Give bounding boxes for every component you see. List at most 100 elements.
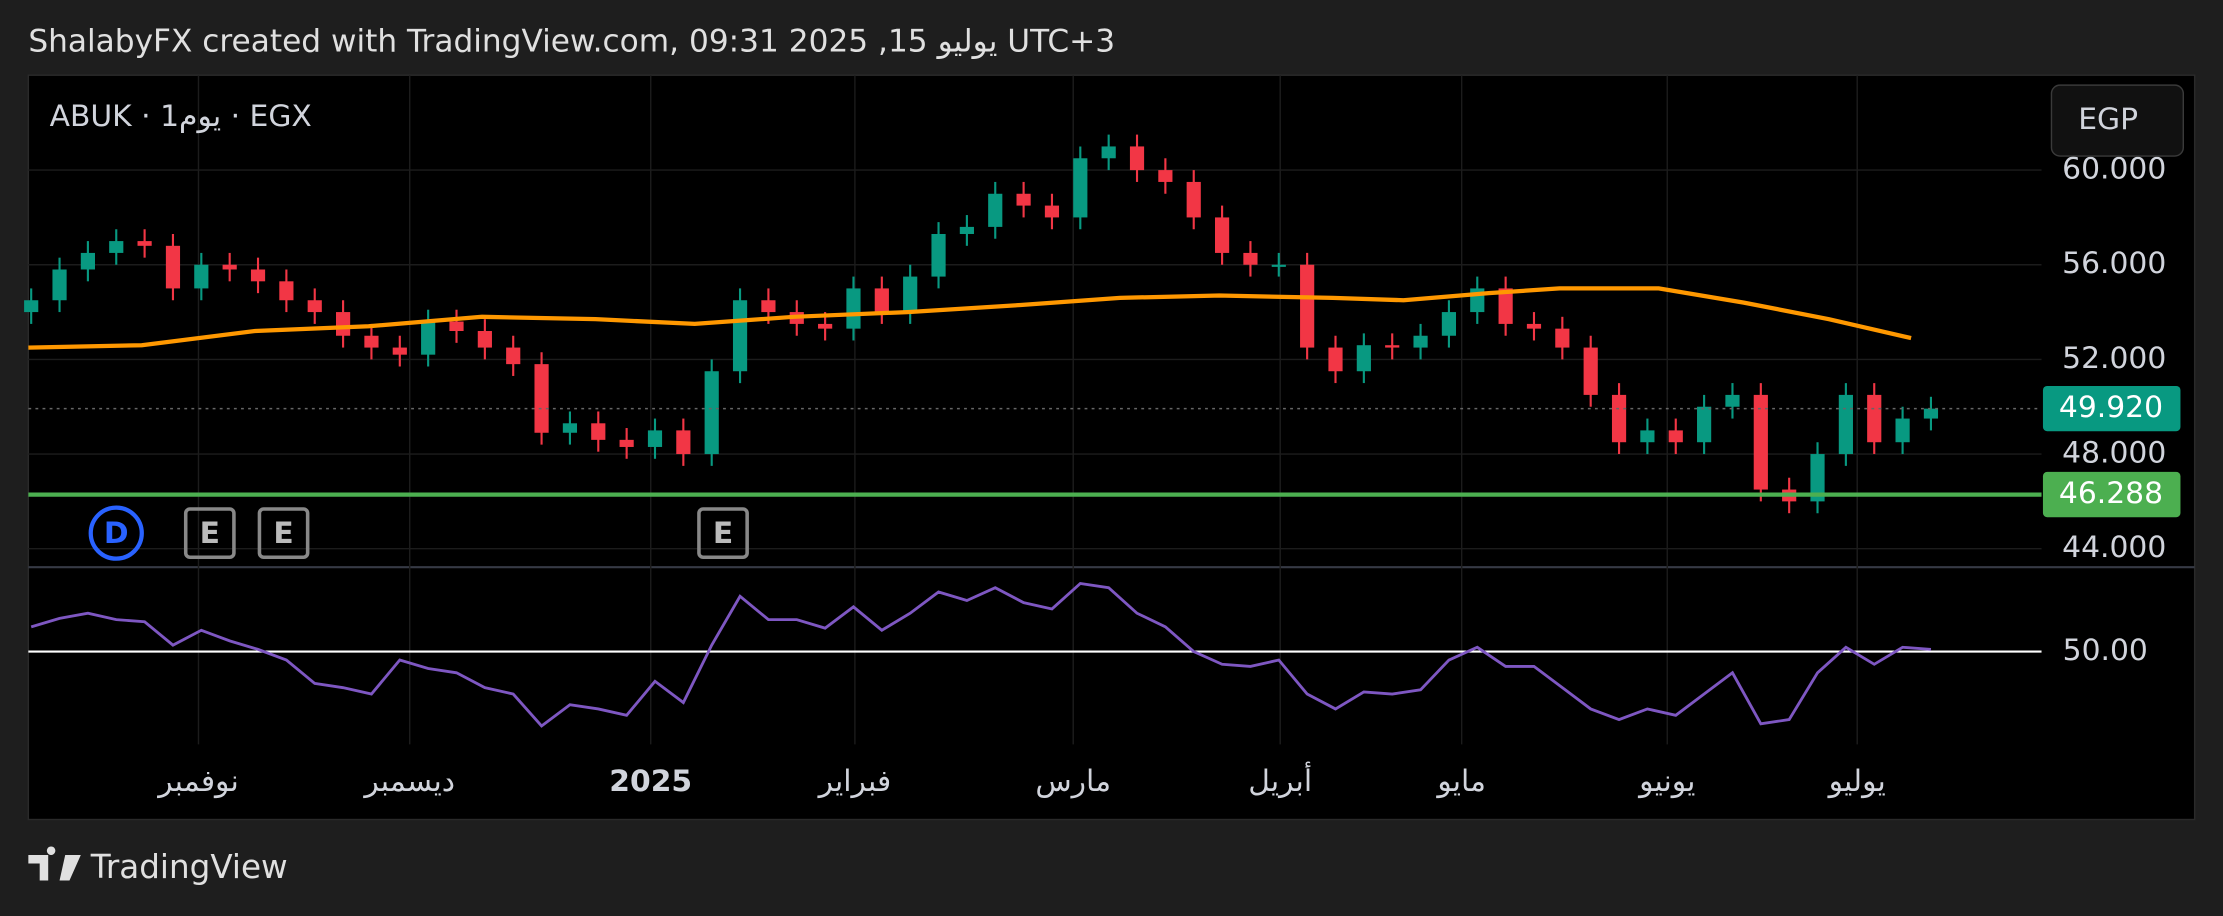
y-tick-label: 48.000: [2062, 436, 2166, 471]
candle-body: [647, 430, 663, 447]
candle-body: [1101, 146, 1116, 159]
candle-body: [1441, 312, 1457, 336]
candle-body: [137, 241, 152, 246]
candle-body: [279, 281, 294, 301]
candle-body: [761, 300, 776, 313]
event-label: D: [104, 516, 129, 551]
candle-body: [1243, 252, 1258, 265]
candle-body: [1300, 264, 1315, 348]
candle-body: [1186, 181, 1201, 218]
candle-body: [818, 323, 833, 329]
event-label: E: [273, 516, 293, 551]
plot-layer: نوفمبر ديسمبر 2025 فبراير مارس أبريل مايو يونيو…: [24, 75, 2181, 799]
x-tick-label: ديسمبر: [362, 764, 455, 799]
candle-body: [562, 423, 578, 433]
candle-body: [1016, 193, 1031, 206]
candle-body: [1271, 264, 1286, 267]
logo-icon: [28, 846, 81, 881]
tradingview-logo: [28, 846, 81, 881]
candle-body: [80, 252, 95, 270]
candle-body: [1611, 394, 1627, 443]
candle-body: [477, 331, 492, 348]
x-tick-label: 2025: [609, 764, 692, 799]
event-marker: [257, 507, 310, 560]
candle-body: [506, 347, 521, 365]
event-marker: [183, 507, 236, 560]
candle-body: [1895, 418, 1910, 443]
candle-body: [336, 312, 351, 336]
price-tag-label: 46.288: [2059, 476, 2163, 511]
candle-body: [591, 423, 606, 440]
y-tick-label: 60.000: [2062, 152, 2166, 187]
candle-body: [1555, 328, 1570, 348]
event-marker: [697, 507, 749, 560]
x-tick-label: أبريل: [1248, 760, 1312, 799]
candle-body: [250, 269, 266, 282]
x-tick-label: يوليو: [1827, 764, 1886, 799]
candle-body: [421, 321, 436, 355]
event-label: E: [200, 516, 220, 551]
candle-body: [222, 264, 237, 270]
footer-brand: TradingView: [90, 848, 288, 886]
candle-body: [109, 241, 124, 253]
candle-body: [194, 264, 209, 289]
candle-body: [1356, 345, 1371, 372]
price-tag: [2042, 471, 2181, 518]
candle-body: [1498, 288, 1513, 324]
candle-body: [704, 371, 719, 455]
candle-body: [1044, 205, 1060, 218]
rsi-line: [30, 581, 1932, 728]
candle-body: [1810, 454, 1825, 502]
candle-body: [846, 288, 861, 329]
candle-body: [1923, 408, 1939, 419]
candle-body: [1640, 430, 1655, 443]
moving-average: [28, 286, 1912, 350]
candle-body: [676, 430, 691, 455]
candle-body: [364, 335, 379, 348]
candle-body: [392, 347, 407, 355]
candle-body: [619, 439, 634, 447]
candle-body: [1385, 345, 1400, 348]
currency-button[interactable]: [2050, 84, 2185, 157]
candle-body: [534, 364, 549, 433]
candle-body: [874, 288, 889, 313]
candle-body: [24, 300, 39, 313]
candle-body: [1214, 217, 1230, 253]
candle-body: [1697, 406, 1712, 443]
candle-body: [307, 300, 322, 313]
symbol-title: ABUK · 1يوم · EGX: [50, 99, 312, 134]
event-marker: [88, 505, 144, 561]
x-tick-label: فبراير: [817, 764, 892, 799]
y-tick-label: 44.000: [2062, 530, 2166, 565]
x-tick-label: مايو: [1435, 764, 1486, 799]
last-price-tag: [2042, 385, 2181, 432]
candle-body: [1073, 158, 1088, 218]
x-tick-label: يونيو: [1637, 764, 1695, 799]
candle-body: [1583, 347, 1598, 395]
candle-body: [1867, 394, 1882, 443]
candle-body: [1725, 394, 1740, 407]
candle-body: [1753, 394, 1768, 490]
candle-body: [1129, 146, 1145, 171]
x-tick-label: مارس: [1035, 764, 1111, 799]
chart-panel: [27, 74, 2196, 821]
rsi-tick-label: 50.00: [2063, 633, 2148, 668]
y-tick-label: 56.000: [2062, 246, 2166, 281]
candle-body: [52, 269, 67, 301]
candle-body: [1668, 430, 1683, 443]
currency-label[interactable]: EGP: [2078, 102, 2138, 137]
candle-body: [449, 321, 464, 332]
candle-body: [959, 226, 974, 234]
candle-body: [732, 300, 748, 372]
candle-body: [165, 245, 181, 289]
x-tick-label: نوفمبر: [156, 764, 239, 799]
candle-body: [988, 193, 1003, 227]
last-price-label: 49.920: [2059, 390, 2163, 425]
y-tick-label: 52.000: [2062, 341, 2166, 376]
candle-body: [1526, 323, 1542, 329]
candle-body: [1838, 394, 1853, 455]
event-label: E: [713, 516, 733, 551]
candle-body: [1158, 170, 1173, 182]
